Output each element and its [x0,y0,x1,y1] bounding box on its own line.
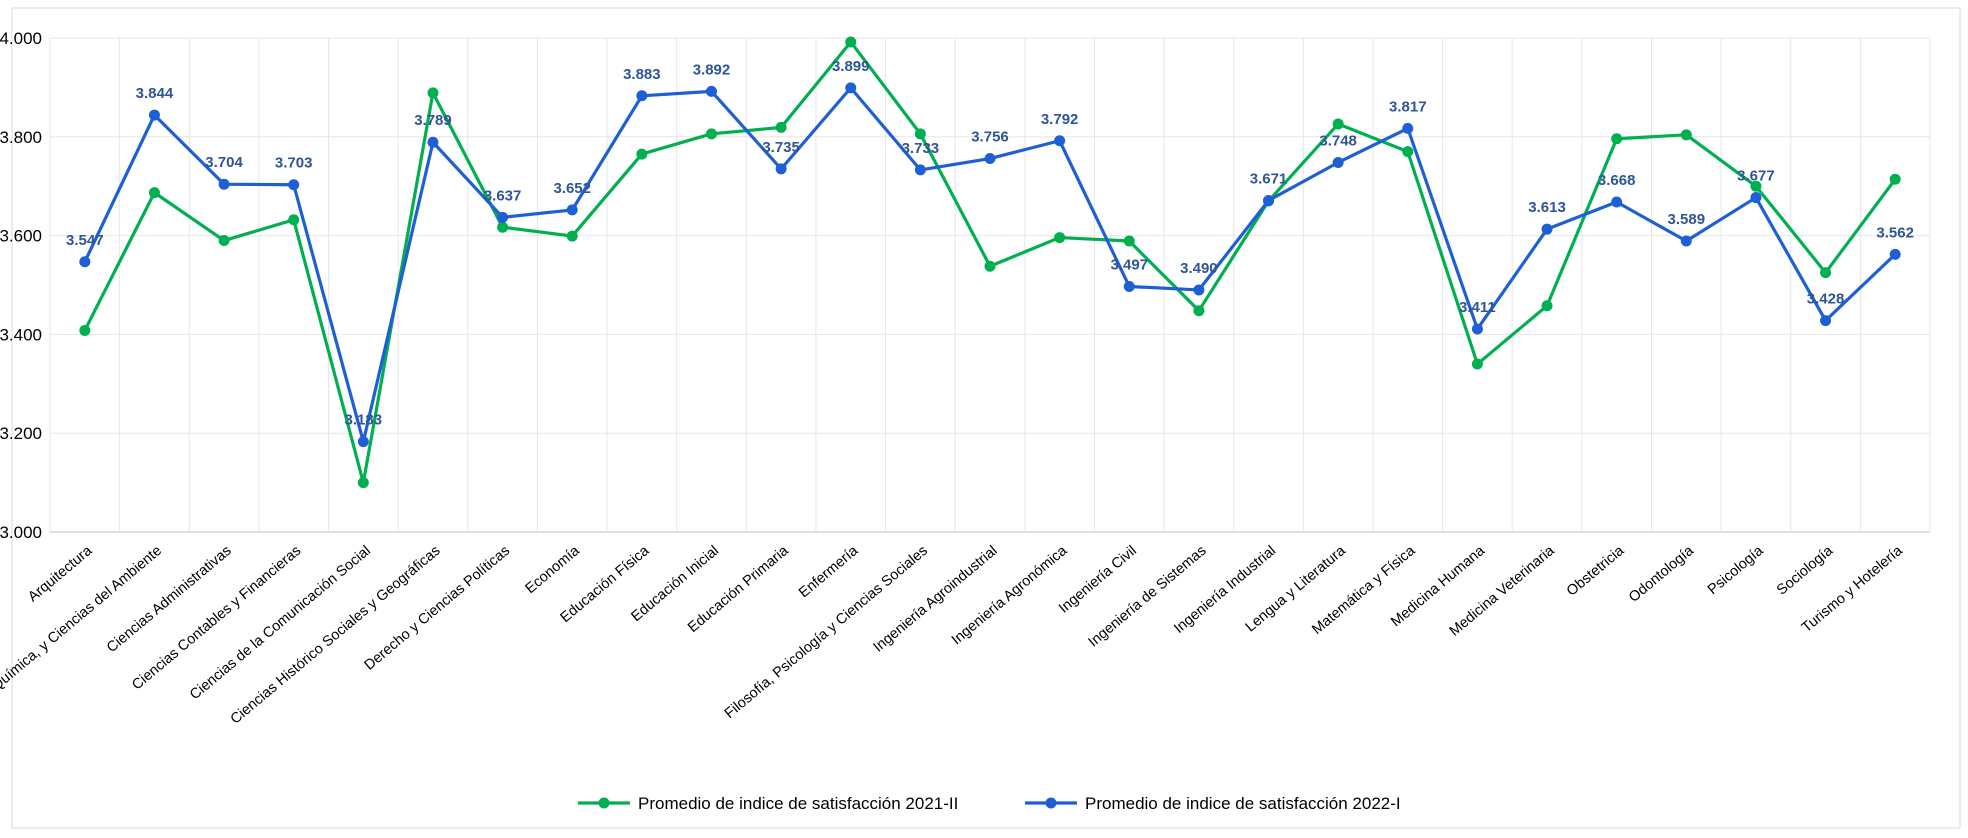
series-2-point [566,204,578,216]
series-1-point [497,221,509,233]
series-2-point [1402,122,1414,134]
y-tick-label: 3.000 [0,523,42,542]
series-2-point [497,211,509,223]
series-2-point [79,256,91,268]
data-label: 3.671 [1250,171,1288,188]
series-1-point [1193,305,1205,317]
series-1-point [288,214,300,226]
series-1-point [1471,358,1483,370]
data-label: 3.789 [414,112,452,129]
data-label: 3.183 [345,412,383,429]
data-label: 3.817 [1389,98,1427,115]
series-2-point [357,436,369,448]
series-1-point [1541,300,1553,312]
series-2-point [1332,156,1344,168]
data-label: 3.677 [1737,168,1775,185]
series-1-point [566,230,578,242]
data-label: 3.668 [1598,172,1636,189]
series-2-point [1054,135,1066,147]
series-2-point [984,153,996,165]
legend: Promedio de indice de satisfacción 2021-… [578,794,1401,813]
legend-label-1: Promedio de indice de satisfacción 2021-… [638,794,958,813]
series-1-point [357,477,369,489]
series-2-point [1541,223,1553,235]
series-2-point [427,136,439,148]
data-label: 3.428 [1807,291,1845,308]
series-2-point [1263,195,1275,207]
series-1-point [1750,180,1762,192]
series-2-point [1680,235,1692,247]
data-label: 3.792 [1041,111,1079,128]
data-label: 3.883 [623,66,661,83]
data-label: 3.748 [1319,132,1357,149]
series-2-point [1193,284,1205,296]
data-label: 3.652 [553,180,591,197]
y-tick-label: 3.400 [0,325,42,344]
data-label: 3.411 [1459,299,1496,316]
series-2-point [1471,323,1483,335]
data-label: 3.547 [66,232,104,249]
series-2-point [288,179,300,191]
data-label: 3.589 [1668,211,1706,228]
series-2-point [845,82,857,94]
series-1-point [705,128,717,140]
data-labels: 3.547 3.844 3.704 3.703 3.183 3.789 3.637 3.652… [66,58,1914,429]
data-label: 3.613 [1528,199,1566,216]
series-1-point [845,36,857,48]
series-1-point [1680,129,1692,141]
series-1-point [1820,267,1832,279]
series-1-point [1054,232,1066,244]
data-label: 3.844 [136,85,174,102]
data-label: 3.704 [205,154,243,171]
y-tick-label: 4.000 [0,29,42,48]
series-2-point [148,109,160,121]
series-2-point [1123,280,1135,292]
legend-label-2: Promedio de indice de satisfacción 2022-… [1085,794,1401,813]
series-1-point [79,324,91,336]
data-label: 3.562 [1876,224,1914,241]
data-label: 3.756 [971,129,1009,146]
series-1-point [914,128,926,140]
series-1-point [1889,173,1901,185]
series-1-point [636,148,648,160]
series-2-point [705,85,717,97]
series-1-point [1123,235,1135,247]
data-label: 3.497 [1110,256,1148,273]
series-2-point [1750,192,1762,204]
data-label: 3.733 [902,140,940,157]
axes: 3.000 3.200 3.400 3.600 3.800 4.000 [0,29,42,542]
legend-marker-2 [1045,797,1057,809]
y-tick-label: 3.200 [0,424,42,443]
series-lines [79,36,1901,489]
y-tick-label: 3.600 [0,227,42,246]
data-label: 3.892 [693,61,731,78]
data-label: 3.899 [832,58,870,75]
series-1-point [1332,118,1344,130]
series-1-point [1611,133,1623,145]
series-1-point [148,187,160,199]
series-1-point [1402,146,1414,158]
series-1-point [775,121,787,133]
series-2-point [1611,196,1623,208]
chart-border [11,7,1961,829]
series-2-point [914,164,926,176]
series-2-point [1820,315,1832,327]
series-2-point [218,178,230,190]
series-2-point [1889,248,1901,260]
data-label: 3.735 [762,139,800,156]
series-2-point [636,90,648,102]
series-1-point [984,260,996,272]
data-label: 3.703 [275,155,313,172]
series-1-point [218,235,230,247]
series-1-point [427,87,439,99]
data-label: 3.637 [484,187,522,204]
legend-marker-1 [598,797,610,809]
data-label: 3.490 [1180,260,1218,277]
y-tick-label: 3.800 [0,128,42,147]
gridlines [49,37,1931,533]
series-2-point [775,163,787,175]
